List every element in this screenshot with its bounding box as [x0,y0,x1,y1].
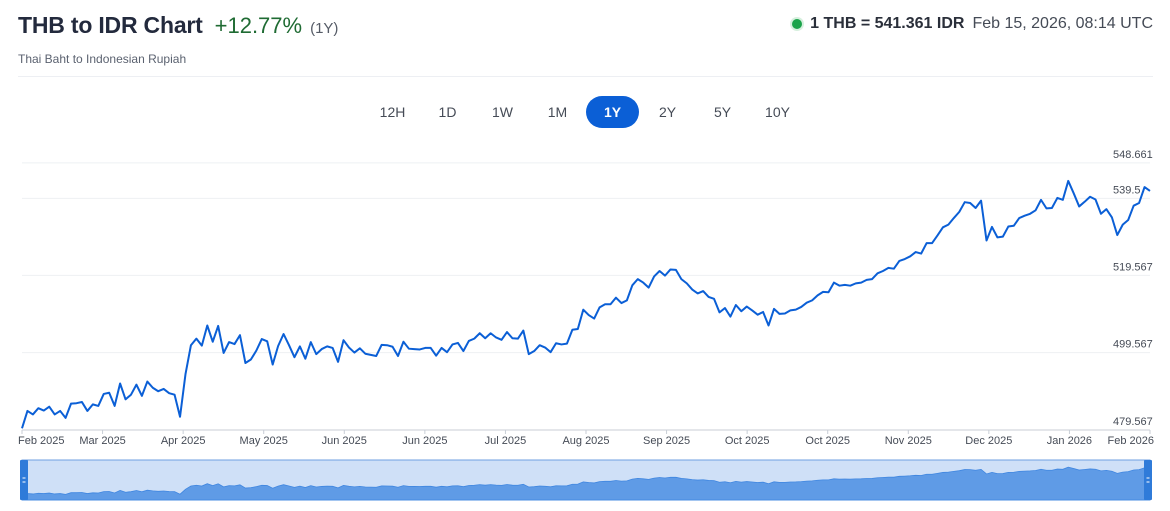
y-tick-label: 539.5 [1113,184,1141,196]
live-dot-icon [792,19,803,29]
x-tick-label: Apr 2025 [161,435,206,447]
x-tick-label: Sep 2025 [643,435,690,447]
range-navigator[interactable] [20,459,1152,501]
current-rate: 1 THB = 541.361 IDR Feb 15, 2026, 08:14 … [792,15,1153,33]
navigator-right-handle[interactable] [1144,460,1152,500]
x-tick-label: Feb 2026 [1108,435,1154,447]
y-tick-label: 499.567 [1113,339,1153,351]
percent-change: +12.77% [214,13,303,38]
x-tick-label: Oct 2025 [805,435,850,447]
x-axis: Feb 2025 Mar 2025 Apr 2025 May 2025 Jun 2025… [18,429,1154,447]
tab-5y[interactable]: 5Y [713,104,732,120]
x-tick-label: May 2025 [240,435,288,447]
page-subtitle: Thai Baht to Indonesian Rupiah [18,52,187,66]
rate-timestamp: Feb 15, 2026, 08:14 UTC [972,15,1153,32]
x-tick-label: Nov 2025 [885,435,932,447]
tab-1d[interactable]: 1D [438,104,457,120]
tab-1w[interactable]: 1W [492,104,513,120]
rate-value: 1 THB = 541.361 IDR [810,15,965,32]
tab-1m[interactable]: 1M [547,104,568,120]
range-tabs: 12H 1D 1W 1M 1Y 2Y 5Y 10Y [366,96,806,128]
y-tick-label: 479.567 [1113,416,1153,428]
x-tick-label: Jun 2025 [322,435,367,447]
x-tick-label: Jul 2025 [485,435,527,447]
header-divider [18,76,1153,77]
x-tick-label: Oct 2025 [725,435,770,447]
title-row: THB to IDR Chart +12.77% (1Y) [18,12,338,39]
page-title: THB to IDR Chart [18,12,203,38]
tab-10y[interactable]: 10Y [765,104,790,120]
tab-2y[interactable]: 2Y [658,104,677,120]
chart-grid [22,162,1150,354]
x-tick-label: Dec 2025 [965,435,1012,447]
x-tick-label: Jan 2026 [1047,435,1092,447]
navigator-area [21,466,1151,501]
y-axis: 548.661 539.5 519.567 499.567 479.567 [1113,149,1153,428]
y-tick-label: 548.661 [1113,149,1153,161]
x-tick-label: Jun 2025 [402,435,447,447]
x-tick-label: Aug 2025 [562,435,609,447]
x-tick-label: Mar 2025 [79,435,125,447]
x-tick-label: Feb 2025 [18,435,64,447]
series-line [21,179,1151,429]
period-label: (1Y) [310,20,339,37]
y-tick-label: 519.567 [1113,261,1153,273]
tab-12h[interactable]: 12H [379,104,406,120]
tab-1y[interactable]: 1Y [586,96,639,128]
navigator-left-handle[interactable] [20,460,28,500]
